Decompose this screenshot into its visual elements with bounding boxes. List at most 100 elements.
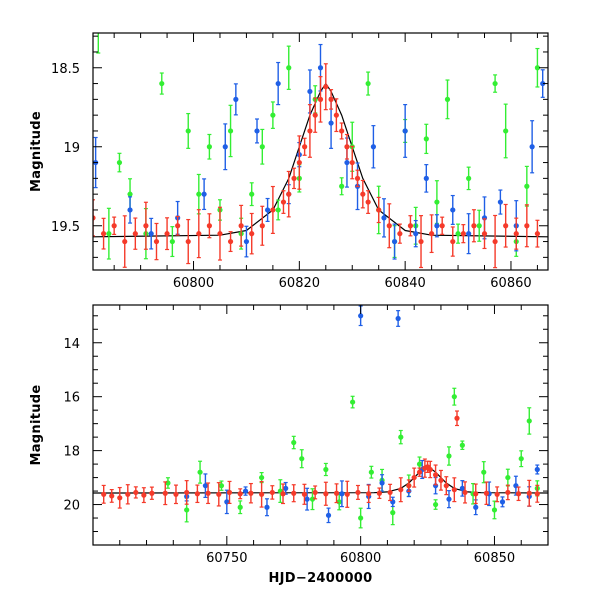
data-marker	[299, 456, 305, 462]
data-marker	[227, 128, 234, 134]
data-point	[481, 461, 487, 484]
data-marker	[283, 485, 289, 491]
data-point	[93, 199, 96, 237]
data-point	[196, 173, 202, 215]
data-marker	[275, 207, 281, 213]
data-marker	[117, 495, 123, 501]
data-point	[206, 133, 212, 160]
x-tick-label: 60840	[384, 276, 425, 291]
data-marker	[350, 399, 356, 405]
data-point	[336, 493, 342, 511]
data-point	[323, 481, 329, 506]
data-point	[450, 194, 456, 225]
data-marker	[524, 183, 530, 189]
data-marker	[454, 415, 460, 421]
data-marker	[526, 490, 532, 496]
data-marker	[323, 84, 329, 90]
data-marker	[416, 469, 423, 475]
data-point	[390, 496, 396, 508]
data-marker	[423, 136, 429, 142]
data-marker	[143, 223, 149, 229]
data-point	[438, 469, 444, 491]
data-marker	[280, 199, 287, 205]
data-marker	[423, 175, 429, 181]
data-point	[132, 217, 138, 250]
data-marker	[149, 490, 155, 496]
data-point	[466, 166, 472, 191]
data-point	[173, 484, 179, 505]
data-marker	[227, 238, 234, 245]
data-point	[312, 485, 318, 500]
y-tick-label: 19	[63, 141, 80, 156]
data-point	[175, 215, 181, 236]
data-point	[518, 450, 524, 468]
data-point	[217, 206, 223, 261]
data-point	[492, 214, 498, 269]
data-marker	[286, 65, 292, 71]
data-point	[328, 89, 334, 110]
data-point	[312, 97, 318, 133]
data-point	[264, 197, 271, 222]
data-point	[117, 486, 123, 509]
data-marker	[275, 80, 281, 87]
data-point	[238, 204, 244, 247]
data-point	[444, 79, 451, 120]
data-marker	[402, 128, 408, 134]
data-point	[526, 479, 532, 507]
data-point	[427, 460, 433, 479]
data-point	[291, 167, 297, 190]
data-point	[307, 104, 313, 158]
axes: 60750 60800 60850 14 16 18 20 Magnitude HJD−2400…	[29, 305, 549, 586]
data-point	[366, 484, 372, 504]
data-point	[494, 486, 500, 503]
data-point	[344, 480, 350, 508]
data-point	[194, 484, 200, 504]
data-point	[165, 477, 171, 489]
data-point	[205, 482, 211, 505]
data-marker	[304, 496, 310, 502]
data-marker	[360, 191, 366, 197]
data-point	[391, 223, 398, 260]
data-point	[451, 387, 457, 406]
data-marker	[444, 96, 451, 102]
data-marker	[325, 512, 332, 518]
data-point	[370, 125, 377, 169]
data-marker	[309, 496, 316, 502]
data-point	[513, 217, 519, 250]
data-marker	[540, 80, 546, 87]
data-marker	[473, 504, 479, 510]
data-marker	[460, 231, 466, 237]
data-point	[227, 104, 234, 158]
data-point	[259, 480, 265, 508]
data-marker	[175, 223, 181, 229]
data-point	[497, 189, 503, 215]
data-marker	[270, 207, 276, 213]
data-marker	[515, 491, 522, 497]
series-red	[93, 63, 541, 269]
data-marker	[312, 112, 318, 118]
data-point	[349, 145, 355, 180]
data-marker	[197, 469, 203, 475]
plot-area	[93, 305, 548, 529]
data-point	[226, 480, 233, 505]
data-marker	[291, 175, 297, 181]
data-marker	[307, 128, 313, 134]
data-marker	[416, 461, 423, 467]
data-marker	[455, 231, 461, 237]
data-marker	[333, 490, 340, 496]
data-marker	[451, 394, 457, 400]
data-point	[259, 205, 265, 246]
data-marker	[427, 466, 433, 473]
data-marker	[339, 128, 345, 134]
data-point	[116, 152, 123, 173]
data-marker	[491, 507, 498, 513]
data-point	[350, 395, 356, 409]
data-marker	[339, 491, 345, 497]
data-point	[491, 500, 498, 520]
data-point	[243, 225, 250, 258]
data-point	[201, 178, 207, 211]
data-marker	[366, 491, 372, 497]
data-point	[202, 473, 209, 498]
data-point	[411, 467, 417, 488]
